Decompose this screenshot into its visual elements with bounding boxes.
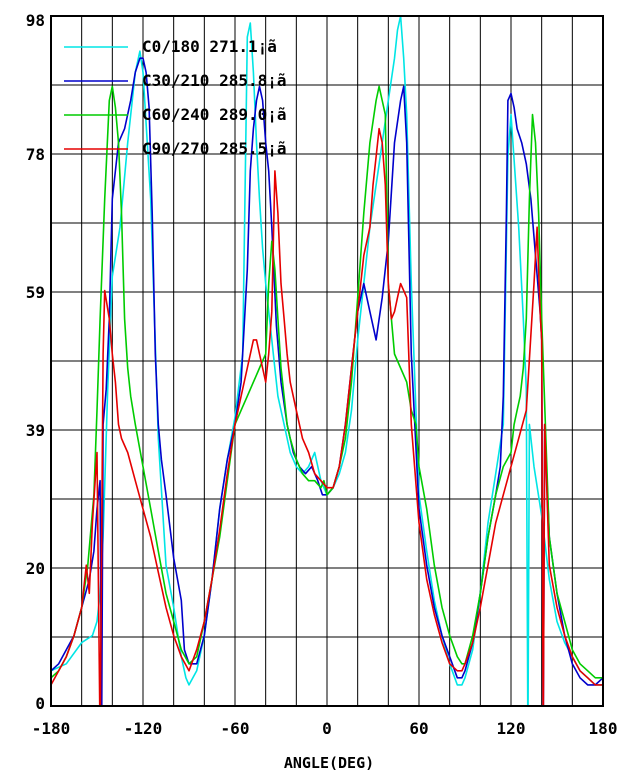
legend-label: C90/270 285.5¡ã: [142, 139, 287, 158]
x-tick-label: 180: [589, 719, 618, 738]
x-tick-label: 120: [497, 719, 526, 738]
y-tick-label: 78: [26, 145, 45, 164]
x-axis-label: ANGLE(DEG): [284, 754, 374, 772]
x-tick-label: 0: [322, 719, 332, 738]
x-tick-label: -60: [221, 719, 250, 738]
series-line-3: [51, 85, 603, 679]
legend-label: C30/210 285.8¡ã: [142, 71, 287, 90]
legend: C0/180 271.1¡ã C30/210 285.8¡ã C60/240 289…: [64, 37, 287, 158]
legend-label: C0/180 271.1¡ã: [142, 37, 277, 56]
x-tick-label: -180: [32, 719, 71, 738]
series-line-2: [51, 57, 603, 706]
series-line-4: [51, 127, 603, 706]
y-tick-label: 39: [26, 421, 45, 440]
x-tick-label: -120: [124, 719, 163, 738]
y-tick-labels: 98 78 59 39 20 0: [26, 11, 45, 713]
series-layer: [51, 16, 603, 706]
y-tick-label: 59: [26, 283, 45, 302]
legend-label: C60/240 289.0¡ã: [142, 105, 287, 124]
x-tick-labels: -180 -120 -60 0 60 120 180: [32, 719, 618, 738]
y-tick-label: 0: [35, 694, 45, 713]
x-tick-label: 60: [409, 719, 428, 738]
y-tick-label: 20: [26, 559, 45, 578]
plot-frame: [50, 15, 604, 707]
y-tick-label: 98: [26, 11, 45, 30]
